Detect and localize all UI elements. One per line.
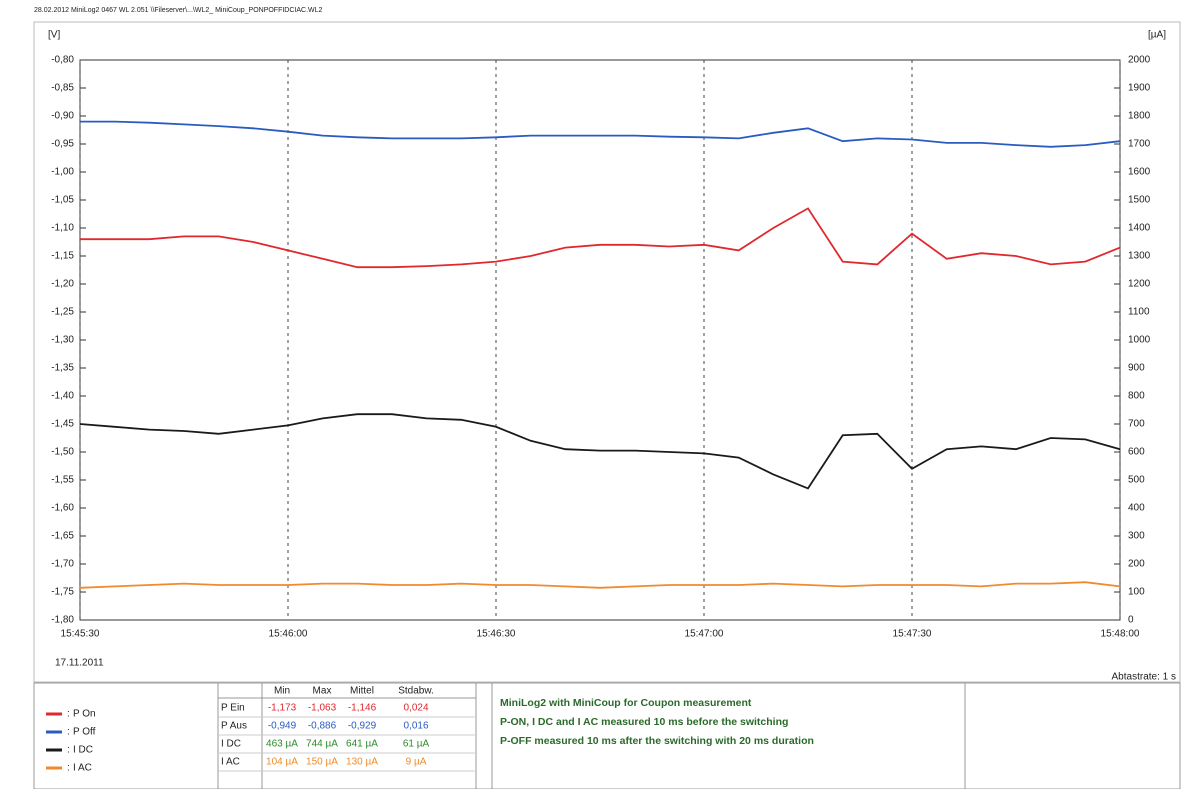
y2-tick-label: 1100 [1128,307,1150,318]
series-line [79,581,1121,589]
y2-tick-label: 900 [1128,363,1145,374]
y-tick-label: -0,90 [51,111,74,122]
table-cell: -1,146 [348,703,377,714]
y-tick-label: -0,80 [51,55,74,66]
y-tick-label: -1,65 [51,531,74,542]
y2-tick-label: 300 [1128,531,1145,542]
y2-tick-label: 500 [1128,475,1145,486]
legend-label: P Off [73,727,96,738]
table-cell: 0,016 [403,721,428,732]
note: P-OFF measured 10 ms after the switching… [500,735,814,747]
y-tick-label: -1,80 [51,615,74,626]
y2-tick-label: 600 [1128,447,1145,458]
table-cell: -1,173 [268,703,297,714]
y2-tick-label: 700 [1128,419,1145,430]
y-tick-label: -1,75 [51,587,74,598]
legend-label: P On [73,709,96,720]
table-cell: -0,929 [348,721,377,732]
chart-frame [33,21,1181,683]
x-tick-label: 15:46:30 [477,629,516,640]
note: P-ON, I DC and I AC measured 10 ms befor… [500,716,788,728]
y-tick-label: -0,85 [51,83,74,94]
y2-tick-label: 2000 [1128,55,1151,66]
y-tick-label: -1,60 [51,503,74,514]
table-cell: 104 µA [266,757,298,768]
series-line [80,207,1121,269]
y2-tick-label: 1900 [1128,83,1151,94]
x-tick-label: 15:46:00 [269,629,308,640]
table-row-label: P Ein [221,703,245,714]
legend-separator: : [67,709,70,720]
header: 28.02.2012 MiniLog2 0467 WL 2.051 \\File… [34,7,323,14]
x-tick-label: 15:47:00 [685,629,724,640]
table-row-label: I DC [221,739,241,750]
sample-rate: Abtastrate: 1 s [1112,672,1176,683]
y-tick-label: -1,50 [51,447,74,458]
note: MiniLog2 with MiniCoup for Coupon measur… [500,697,752,709]
x-tick-label: 15:47:30 [893,629,932,640]
y2-tick-label: 1400 [1128,223,1151,234]
x-tick-label: 15:45:30 [61,629,100,640]
series-line [79,413,1121,490]
y-tick-label: -1,55 [51,475,74,486]
table-cell: 61 µA [403,739,430,750]
y2-tick-label: 1200 [1128,279,1151,290]
y2-tick-label: 200 [1128,559,1145,570]
table-cell: 0,024 [403,703,428,714]
table-header: Min [274,686,290,697]
y-tick-label: -1,40 [51,391,74,402]
y2-tick-label: 1800 [1128,111,1151,122]
legend-label: I DC [73,745,93,756]
y-tick-label: -1,35 [51,363,74,374]
y2-tick-label: 800 [1128,391,1145,402]
table-row-label: P Aus [221,721,247,732]
table-cell: 130 µA [346,757,378,768]
y-axis-label: [V] [48,30,60,41]
legend-separator: : [67,745,70,756]
table-header: Stdabw. [398,686,434,697]
y2-tick-label: 1300 [1128,251,1151,262]
legend-label: I AC [73,763,92,774]
y-tick-label: -1,05 [51,195,74,206]
y2-tick-label: 0 [1128,615,1134,626]
table-cell: 150 µA [306,757,338,768]
table-header: Max [313,686,332,697]
plot-area [79,59,1121,621]
y-tick-label: -0,95 [51,139,74,150]
table-cell: -0,886 [308,721,337,732]
y2-axis-label: [µA] [1148,30,1166,41]
y-tick-label: -1,00 [51,167,74,178]
x-tick-label: 15:48:00 [1101,629,1140,640]
table-cell: 463 µA [266,739,298,750]
y-tick-label: -1,70 [51,559,74,570]
y-tick-label: -1,45 [51,419,74,430]
y-tick-label: -1,30 [51,335,74,346]
y2-tick-label: 1500 [1128,195,1151,206]
y-tick-label: -1,20 [51,279,74,290]
y2-tick-label: 400 [1128,503,1145,514]
y-tick-label: -1,15 [51,251,74,262]
table-header: Mittel [350,686,374,697]
y2-tick-label: 1700 [1128,139,1151,150]
y-tick-label: -1,10 [51,223,74,234]
series-line [80,120,1121,148]
date: 17.11.2011 [55,658,104,669]
table-cell: 641 µA [346,739,378,750]
y-tick-label: -1,25 [51,307,74,318]
legend-separator: : [67,727,70,738]
table-row-label: I AC [221,757,240,768]
y2-tick-label: 100 [1128,587,1145,598]
table-cell: -0,949 [268,721,297,732]
y2-tick-label: 1600 [1128,167,1151,178]
table-cell: 9 µA [406,757,427,768]
legend-separator: : [67,763,70,774]
table-cell: 744 µA [306,739,338,750]
y2-tick-label: 1000 [1128,335,1151,346]
table-cell: -1,063 [308,703,337,714]
